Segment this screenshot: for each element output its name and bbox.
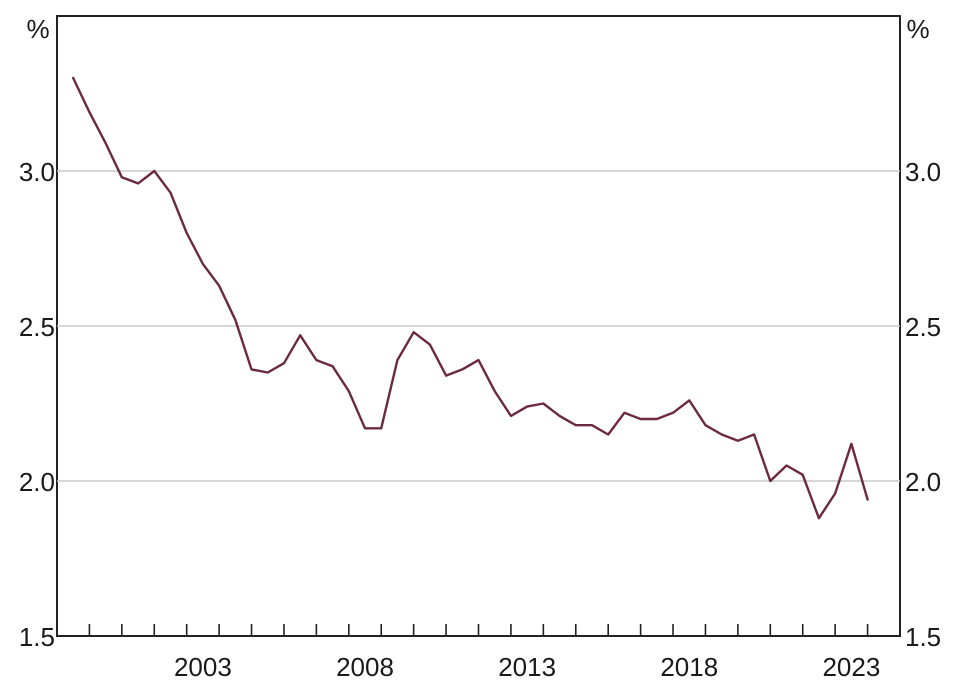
gridlines [57, 170, 900, 482]
y-tick-label-left: 2.0 [19, 467, 55, 497]
x-axis-labels: 2003 2008 2013 2018 2023 [174, 652, 880, 682]
y-unit-left: % [26, 14, 49, 44]
y-tick-label-left: 1.5 [19, 622, 55, 652]
x-axis-ticks [88, 624, 869, 636]
y-tick-label-right: 2.5 [905, 312, 941, 342]
x-tick-label: 2023 [822, 652, 880, 682]
x-tick-label: 2018 [660, 652, 718, 682]
y-tick-label-right: 2.0 [905, 467, 941, 497]
y-tick-label-left: 3.0 [19, 157, 55, 187]
x-tick-label: 2003 [174, 652, 232, 682]
series-group [71, 76, 869, 520]
y-tick-label-left: 2.5 [19, 312, 55, 342]
y-tick-label-right: 1.5 [905, 622, 941, 652]
series-line [71, 76, 869, 520]
y-tick-label-right: 3.0 [905, 157, 941, 187]
x-tick-label: 2013 [498, 652, 556, 682]
x-tick-label: 2008 [336, 652, 394, 682]
y-unit-right: % [906, 14, 929, 44]
y-axis-labels: 1.5 1.5 2.0 2.0 2.5 2.5 3.0 3.0 [19, 157, 941, 652]
